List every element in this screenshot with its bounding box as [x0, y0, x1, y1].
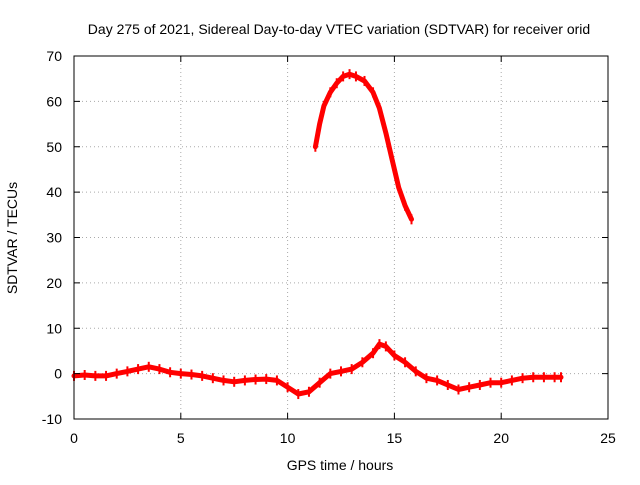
y-tick-label: 70	[46, 48, 62, 64]
series-layer	[71, 69, 564, 400]
x-axis-label: GPS time / hours	[287, 457, 394, 473]
grid-layer	[74, 56, 608, 419]
y-tick-label: 60	[46, 93, 62, 109]
x-tick-label: 5	[177, 430, 185, 446]
x-tick-label: 25	[600, 430, 616, 446]
y-tick-label: 30	[46, 230, 62, 246]
tick-layer: 0 5 10 15 20 25 -10 0 10 20 30 40 50 60 70	[42, 48, 616, 446]
series-line-high-arc	[312, 71, 414, 222]
series-line-low-track	[71, 341, 564, 397]
chart-title: Day 275 of 2021, Sidereal Day-to-day VTE…	[88, 21, 590, 37]
x-tick-label: 20	[493, 430, 509, 446]
y-tick-label: 10	[46, 320, 62, 336]
x-tick-label: 10	[280, 430, 296, 446]
x-tick-label: 0	[70, 430, 78, 446]
y-axis-label: SDTVAR / TECUs	[4, 182, 20, 294]
y-tick-label: 50	[46, 139, 62, 155]
y-tick-label: 40	[46, 184, 62, 200]
y-tick-label: 0	[54, 366, 62, 382]
y-tick-label: -10	[42, 411, 62, 427]
y-tick-label: 20	[46, 275, 62, 291]
x-tick-label: 15	[387, 430, 403, 446]
